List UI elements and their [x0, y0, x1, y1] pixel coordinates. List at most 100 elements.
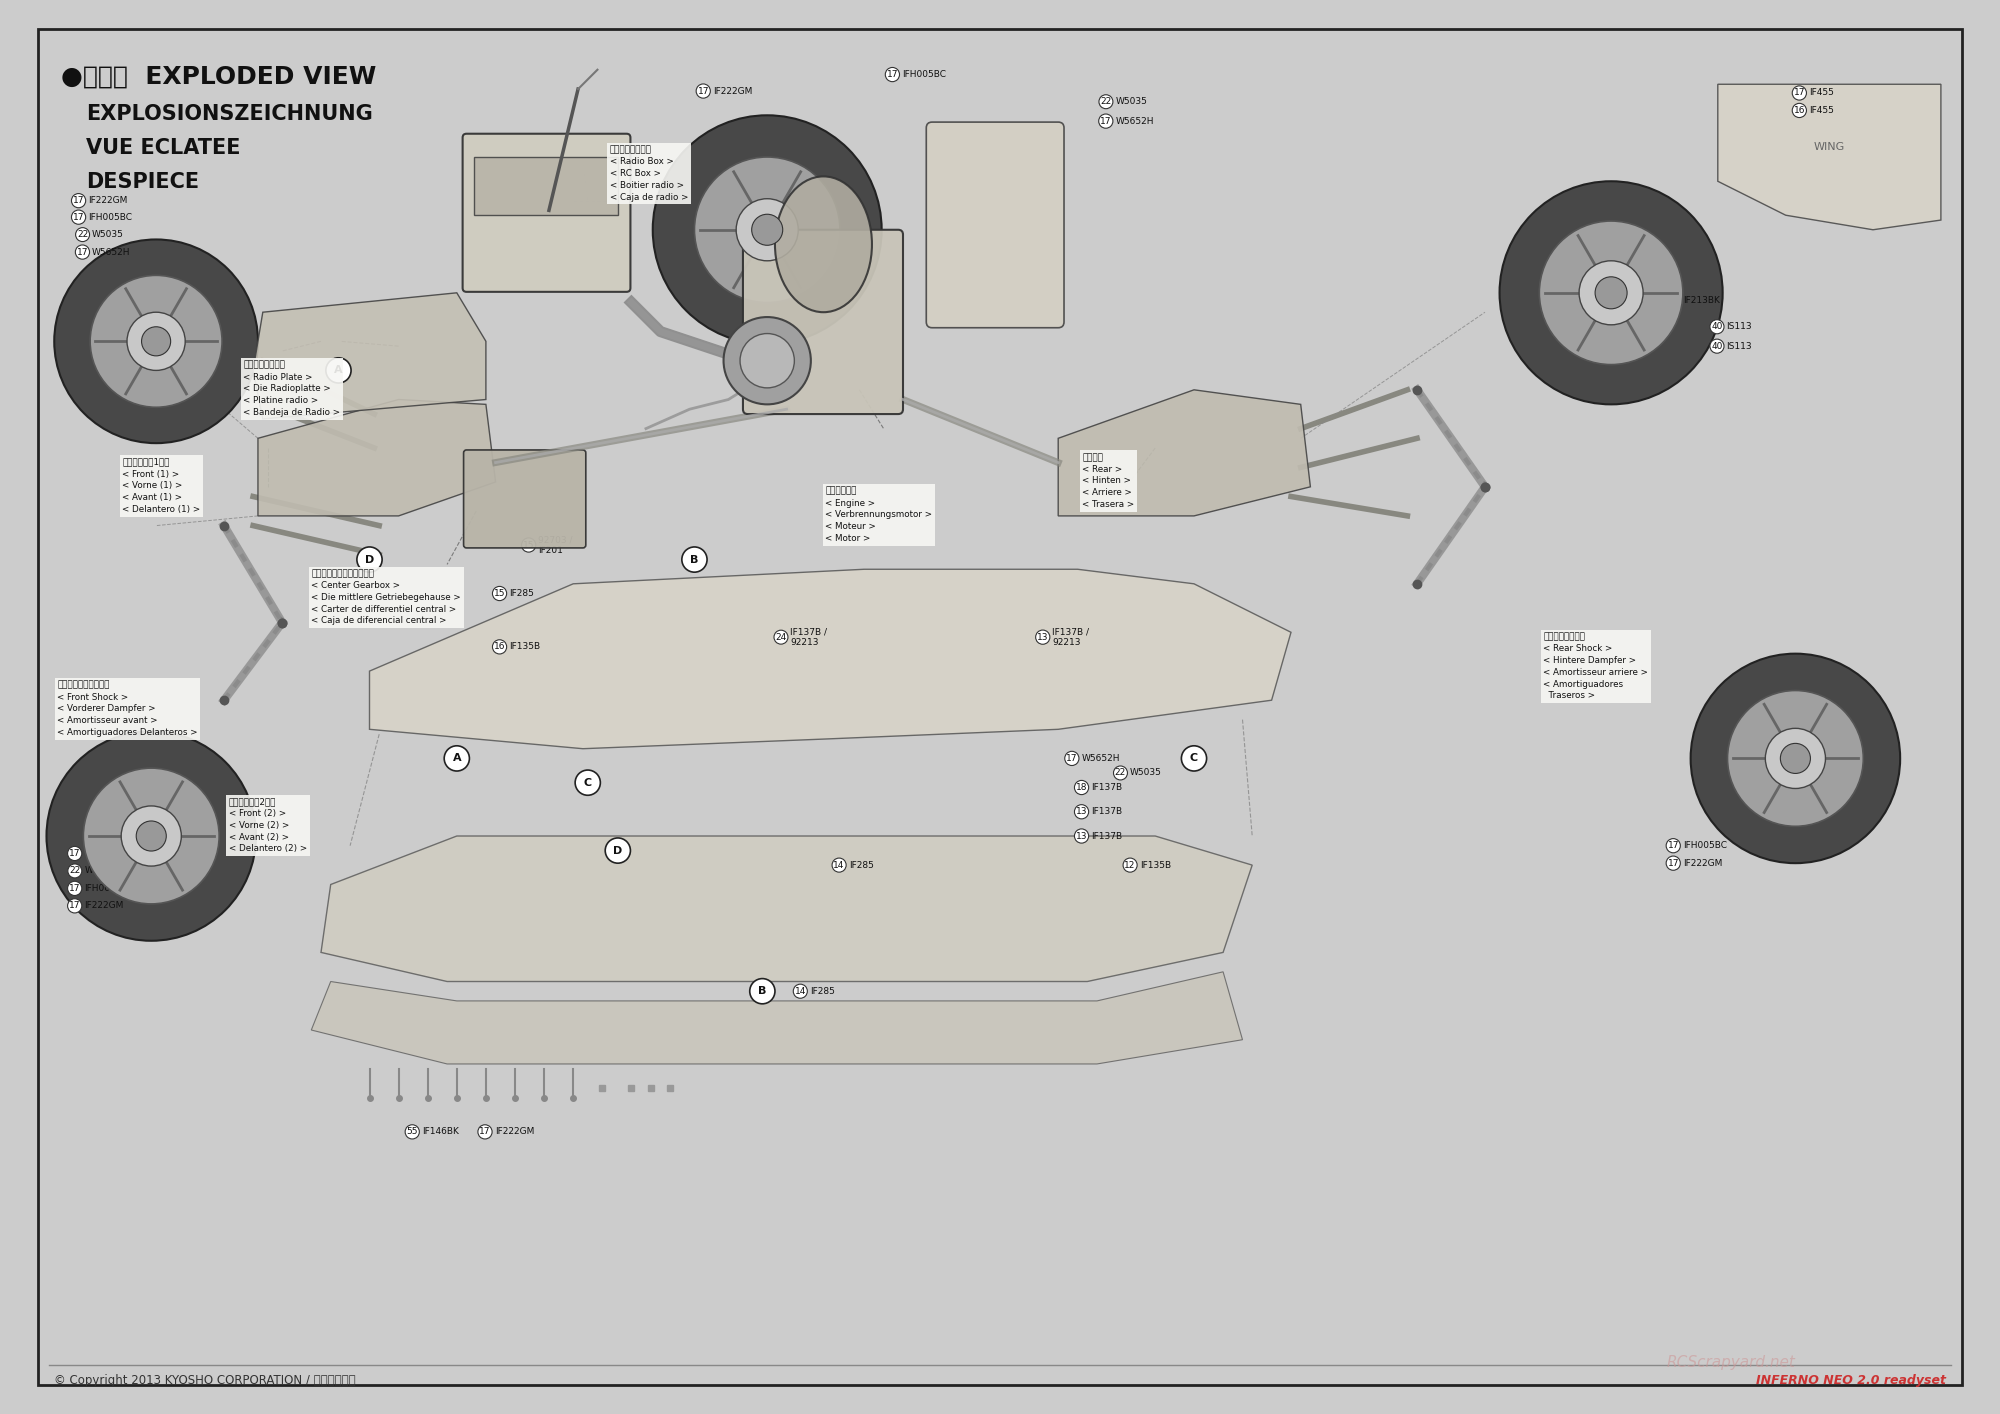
Text: ＜リヤ＞
< Rear >
< Hinten >
< Arriere >
< Trasera >: ＜リヤ＞ < Rear > < Hinten > < Arriere > < T…	[1082, 452, 1134, 509]
Text: W5035: W5035	[84, 867, 116, 875]
Text: ＜フロントダンパー＞
< Front Shock >
< Vorderer Dampfer >
< Amortisseur avant >
< Amortigu: ＜フロントダンパー＞ < Front Shock > < Vorderer Da…	[58, 680, 198, 737]
Text: IF137B: IF137B	[1092, 783, 1122, 792]
Text: C: C	[584, 778, 592, 788]
Text: 17: 17	[886, 71, 898, 79]
Text: 55: 55	[406, 1127, 418, 1137]
Text: D: D	[364, 554, 374, 564]
Circle shape	[1500, 181, 1722, 404]
Polygon shape	[312, 971, 1242, 1063]
FancyBboxPatch shape	[462, 134, 630, 291]
Text: C: C	[1190, 754, 1198, 764]
FancyBboxPatch shape	[926, 122, 1064, 328]
Text: 24: 24	[776, 632, 786, 642]
Circle shape	[1596, 277, 1628, 308]
Text: IS113: IS113	[1726, 322, 1752, 331]
Text: IF285: IF285	[510, 590, 534, 598]
Circle shape	[90, 276, 222, 407]
Text: W5035: W5035	[92, 230, 124, 239]
Text: 13: 13	[1076, 831, 1088, 840]
Text: 17: 17	[1066, 754, 1078, 764]
Text: 13: 13	[1036, 632, 1048, 642]
Polygon shape	[254, 293, 486, 419]
Circle shape	[752, 215, 782, 245]
Circle shape	[46, 731, 256, 940]
Text: IS113: IS113	[1726, 342, 1752, 351]
Circle shape	[750, 978, 774, 1004]
Text: W5652H: W5652H	[84, 848, 122, 858]
Text: 40: 40	[1712, 322, 1722, 331]
Circle shape	[128, 312, 186, 370]
Text: 16: 16	[494, 642, 506, 652]
Text: 20: 20	[1668, 296, 1680, 305]
Text: ＜メカボックス＞
< Radio Box >
< RC Box >
< Boitier radio >
< Caja de radio >: ＜メカボックス＞ < Radio Box > < RC Box > < Boit…	[610, 146, 688, 202]
Text: INFERNO NEO 2.0 readyset: INFERNO NEO 2.0 readyset	[1756, 1374, 1946, 1387]
Text: 22: 22	[1100, 98, 1112, 106]
Text: B: B	[690, 554, 698, 564]
Text: 17: 17	[1100, 116, 1112, 126]
Text: 22: 22	[70, 867, 80, 875]
Polygon shape	[320, 836, 1252, 981]
Text: W5035: W5035	[1116, 98, 1148, 106]
FancyBboxPatch shape	[464, 450, 586, 547]
Text: DESPIECE: DESPIECE	[86, 171, 200, 191]
Circle shape	[682, 547, 708, 573]
Text: A: A	[334, 365, 342, 375]
Circle shape	[576, 771, 600, 795]
Text: W5652H: W5652H	[1082, 754, 1120, 764]
Text: IF137B: IF137B	[1092, 831, 1122, 840]
Text: © Copyright 2013 KYOSHO CORPORATION / 禁無断載複製: © Copyright 2013 KYOSHO CORPORATION / 禁無…	[54, 1374, 356, 1387]
Text: 17: 17	[68, 901, 80, 911]
Text: 17: 17	[76, 247, 88, 256]
Text: IFH005BC: IFH005BC	[88, 212, 132, 222]
Text: 18: 18	[1076, 783, 1088, 792]
Circle shape	[444, 745, 470, 771]
Text: IF213BK: IF213BK	[1682, 296, 1720, 305]
Text: VUE ECLATEE: VUE ECLATEE	[86, 137, 240, 157]
Polygon shape	[370, 570, 1292, 748]
Text: 17: 17	[1668, 841, 1680, 850]
Text: WING: WING	[1814, 143, 1844, 153]
Text: IF137B: IF137B	[1092, 807, 1122, 816]
Text: IF222GM: IF222GM	[84, 901, 124, 911]
Circle shape	[1690, 653, 1900, 863]
Text: IF137B /
92213: IF137B / 92213	[790, 628, 828, 646]
Text: 14: 14	[794, 987, 806, 995]
Text: 12: 12	[1124, 861, 1136, 870]
Circle shape	[1766, 728, 1826, 789]
Text: ＜フロント（1）＞
< Front (1) >
< Vorne (1) >
< Avant (1) >
< Delantero (1) >: ＜フロント（1）＞ < Front (1) > < Vorne (1) > < …	[122, 458, 200, 513]
Text: 22: 22	[76, 230, 88, 239]
Text: 17: 17	[480, 1127, 490, 1137]
Circle shape	[326, 358, 352, 383]
Circle shape	[1540, 221, 1682, 365]
Text: IF146BK: IF146BK	[422, 1127, 458, 1137]
Text: IF285: IF285	[848, 861, 874, 870]
Text: 17: 17	[1794, 89, 1806, 98]
Circle shape	[1182, 745, 1206, 771]
Text: 17: 17	[68, 848, 80, 858]
Text: IFH005BC: IFH005BC	[902, 71, 946, 79]
Circle shape	[84, 768, 220, 904]
Text: 17: 17	[698, 86, 708, 96]
Text: ●分解図  EXPLODED VIEW: ●分解図 EXPLODED VIEW	[62, 65, 376, 89]
Circle shape	[142, 327, 170, 356]
Circle shape	[136, 822, 166, 851]
Text: EXPLOSIONSZEICHNUNG: EXPLOSIONSZEICHNUNG	[86, 103, 374, 123]
Text: 13: 13	[1076, 807, 1088, 816]
Text: IF222GM: IF222GM	[494, 1127, 534, 1137]
Text: ＜フロント（2）＞
< Front (2) >
< Vorne (2) >
< Avant (2) >
< Delantero (2) >: ＜フロント（2）＞ < Front (2) > < Vorne (2) > < …	[228, 797, 306, 854]
Text: IF135B: IF135B	[1140, 861, 1170, 870]
Text: 17: 17	[72, 212, 84, 222]
Text: 17: 17	[72, 197, 84, 205]
Text: ＜エンジン＞
< Engine >
< Verbrennungsmotor >
< Moteur >
< Motor >: ＜エンジン＞ < Engine > < Verbrennungsmotor > …	[826, 486, 932, 543]
Text: ＜センターギヤボックス＞
< Center Gearbox >
< Die mittlere Getriebegehause >
< Carter de dif: ＜センターギヤボックス＞ < Center Gearbox > < Die mi…	[312, 570, 460, 625]
Polygon shape	[1058, 390, 1310, 516]
Text: W5652H: W5652H	[1116, 116, 1154, 126]
Circle shape	[356, 547, 382, 573]
Bar	[474, 157, 618, 215]
Text: W5652H: W5652H	[92, 247, 130, 256]
Circle shape	[694, 157, 840, 303]
Circle shape	[724, 317, 810, 404]
Text: IF222GM: IF222GM	[88, 197, 128, 205]
Circle shape	[1728, 690, 1864, 826]
Polygon shape	[258, 400, 496, 516]
